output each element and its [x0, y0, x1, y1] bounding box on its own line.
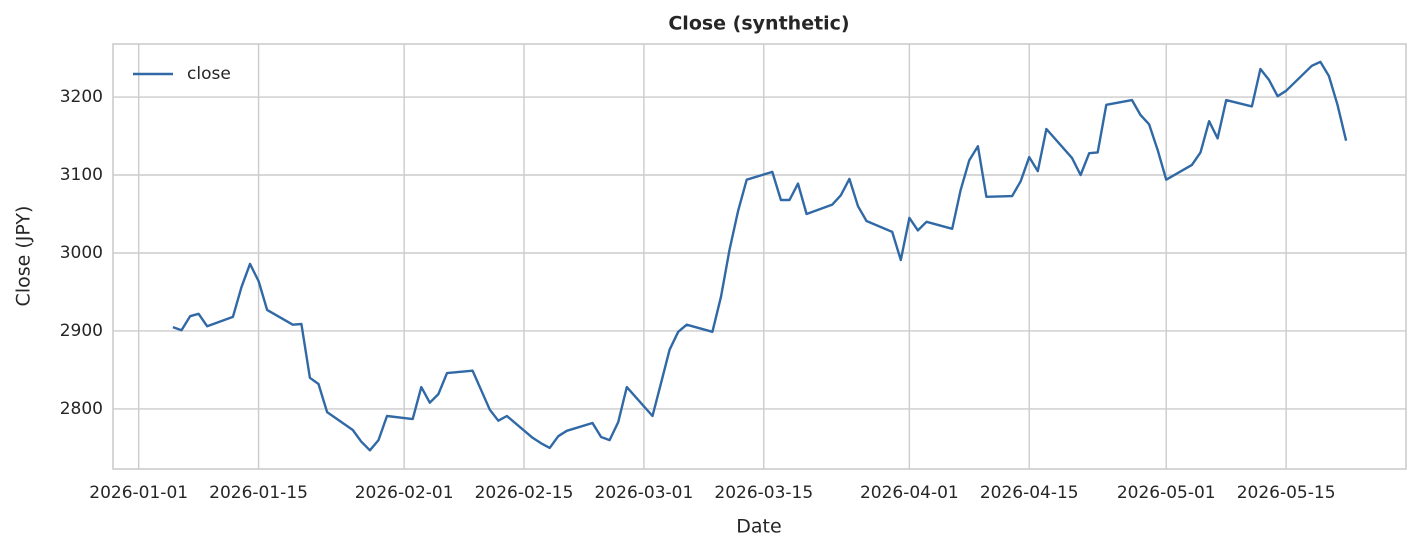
x-tick-label: 2026-04-15 [980, 483, 1079, 503]
chart-title: Close (synthetic) [668, 13, 849, 35]
x-tick-label: 2026-05-01 [1117, 483, 1216, 503]
y-tick-label: 3200 [60, 87, 103, 107]
x-tick-label: 2026-03-01 [595, 483, 694, 503]
x-tick-label: 2026-05-15 [1237, 483, 1336, 503]
x-tick-label: 2026-04-01 [860, 483, 959, 503]
x-axis-label: Date [736, 516, 781, 538]
x-tick-label: 2026-03-15 [714, 483, 813, 503]
y-tick-label: 3000 [60, 243, 103, 263]
x-tick-label: 2026-02-01 [355, 483, 454, 503]
x-tick-label: 2026-01-01 [89, 483, 188, 503]
x-tick-label: 2026-02-15 [475, 483, 574, 503]
line-series [172, 60, 1348, 452]
y-axis-label: Close (JPY) [13, 206, 35, 307]
y-tick-label: 2900 [60, 321, 103, 341]
plot-frame [112, 43, 1407, 470]
legend-label: close [187, 64, 231, 84]
x-tick-label: 2026-01-15 [209, 483, 308, 503]
y-tick-label: 3100 [60, 165, 103, 185]
y-tick-label: 2800 [60, 399, 103, 419]
legend: close [133, 64, 231, 84]
